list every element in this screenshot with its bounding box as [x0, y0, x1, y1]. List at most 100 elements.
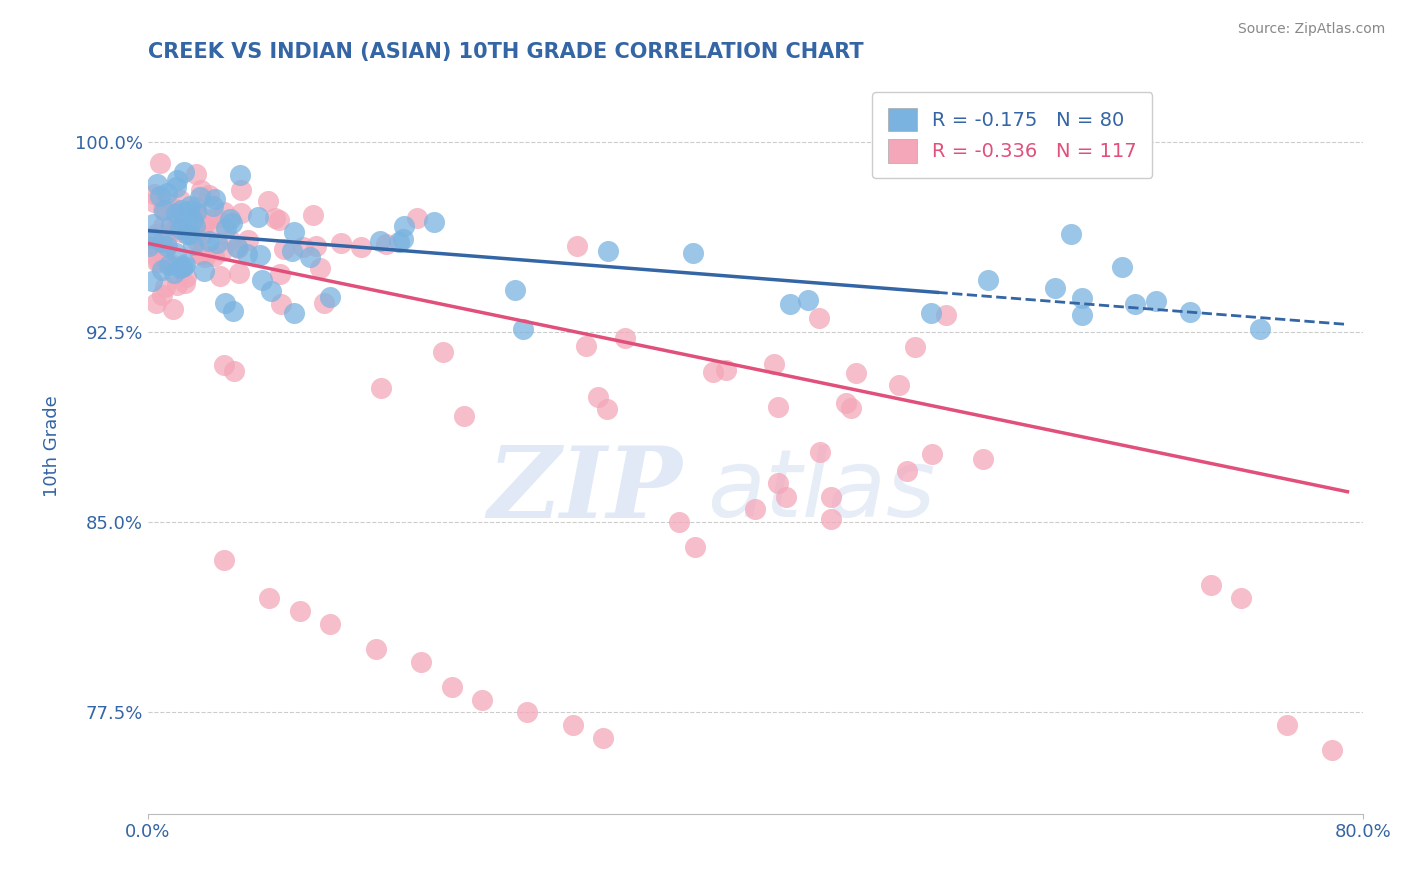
- Point: [440, 680, 463, 694]
- Point: [162, 301, 184, 316]
- Point: [247, 210, 270, 224]
- Point: [149, 188, 172, 202]
- Point: [190, 247, 212, 261]
- Text: ZIP: ZIP: [488, 442, 682, 539]
- Point: [432, 344, 454, 359]
- Point: [257, 194, 280, 209]
- Point: [145, 227, 167, 242]
- Point: [250, 273, 273, 287]
- Point: [797, 293, 820, 307]
- Point: [1322, 743, 1344, 757]
- Point: [273, 242, 295, 256]
- Point: [264, 211, 287, 225]
- Point: [186, 208, 208, 222]
- Point: [453, 409, 475, 423]
- Point: [211, 244, 233, 259]
- Point: [370, 381, 392, 395]
- Point: [170, 225, 193, 239]
- Point: [142, 195, 165, 210]
- Point: [423, 215, 446, 229]
- Point: [138, 239, 160, 253]
- Point: [186, 204, 208, 219]
- Point: [835, 395, 858, 409]
- Point: [193, 264, 215, 278]
- Point: [167, 214, 190, 228]
- Point: [195, 211, 218, 226]
- Point: [364, 641, 387, 656]
- Point: [169, 221, 191, 235]
- Point: [808, 445, 831, 459]
- Point: [562, 718, 585, 732]
- Point: [159, 218, 181, 232]
- Point: [194, 250, 217, 264]
- Point: [165, 246, 187, 260]
- Point: [166, 278, 188, 293]
- Point: [169, 260, 191, 275]
- Point: [471, 692, 494, 706]
- Point: [181, 213, 204, 227]
- Point: [179, 227, 201, 241]
- Point: [139, 236, 162, 251]
- Point: [155, 202, 177, 217]
- Point: [221, 304, 243, 318]
- Point: [768, 400, 790, 414]
- Point: [887, 378, 910, 392]
- Point: [173, 259, 195, 273]
- Point: [156, 239, 179, 253]
- Point: [224, 364, 246, 378]
- Point: [142, 187, 165, 202]
- Point: [1275, 718, 1298, 732]
- Point: [329, 235, 352, 250]
- Point: [163, 266, 186, 280]
- Point: [269, 267, 291, 281]
- Point: [146, 255, 169, 269]
- Point: [184, 233, 207, 247]
- Point: [319, 616, 342, 631]
- Point: [166, 222, 188, 236]
- Point: [845, 367, 868, 381]
- Y-axis label: 10th Grade: 10th Grade: [44, 395, 60, 497]
- Point: [179, 199, 201, 213]
- Point: [596, 402, 619, 417]
- Point: [270, 296, 292, 310]
- Point: [165, 180, 187, 194]
- Point: [613, 331, 636, 345]
- Point: [299, 250, 322, 264]
- Point: [225, 240, 247, 254]
- Point: [184, 200, 207, 214]
- Point: [150, 288, 173, 302]
- Point: [157, 258, 180, 272]
- Point: [170, 260, 193, 274]
- Point: [516, 705, 538, 719]
- Point: [808, 310, 831, 325]
- Point: [226, 241, 249, 255]
- Point: [714, 362, 737, 376]
- Point: [177, 204, 200, 219]
- Point: [259, 591, 281, 606]
- Point: [174, 205, 197, 219]
- Point: [152, 263, 174, 277]
- Point: [212, 204, 235, 219]
- Point: [170, 202, 193, 217]
- Point: [350, 240, 373, 254]
- Point: [391, 232, 413, 246]
- Point: [302, 208, 325, 222]
- Point: [190, 183, 212, 197]
- Point: [202, 249, 225, 263]
- Point: [921, 447, 943, 461]
- Point: [1249, 322, 1271, 336]
- Point: [181, 237, 204, 252]
- Point: [744, 502, 766, 516]
- Point: [145, 177, 167, 191]
- Point: [219, 212, 242, 227]
- Point: [155, 239, 177, 253]
- Point: [1230, 591, 1253, 606]
- Point: [141, 231, 163, 245]
- Point: [212, 358, 235, 372]
- Point: [267, 213, 290, 227]
- Point: [156, 230, 179, 244]
- Point: [1071, 291, 1094, 305]
- Point: [683, 541, 706, 555]
- Point: [148, 255, 170, 269]
- Point: [236, 247, 259, 261]
